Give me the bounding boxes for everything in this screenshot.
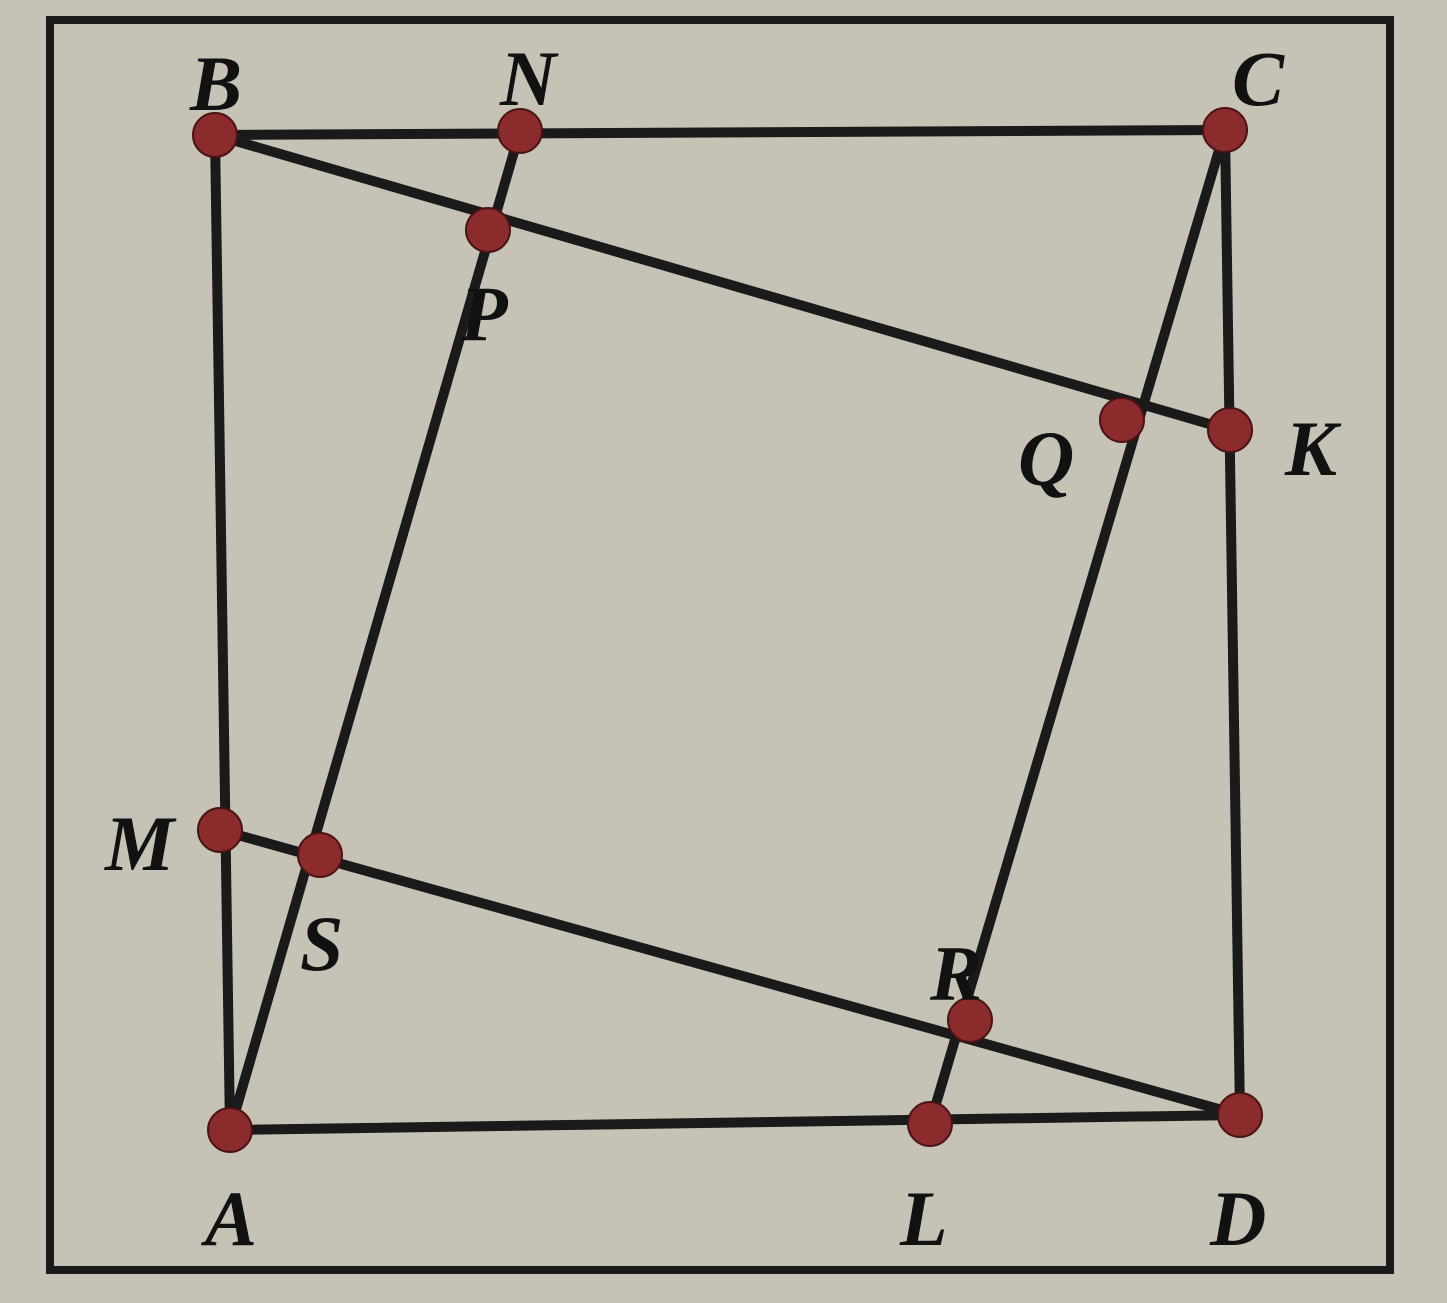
label-M: M [103, 800, 177, 887]
geometry-diagram: A B C D N K L M P Q R S [0, 0, 1447, 1303]
point-P [466, 208, 510, 252]
point-A [208, 1108, 252, 1152]
point-K [1208, 408, 1252, 452]
label-R: R [929, 930, 982, 1017]
edge-B-K [215, 135, 1230, 430]
edge-D-A [230, 1115, 1240, 1130]
label-Q: Q [1018, 415, 1074, 502]
outer-frame [50, 20, 1390, 1270]
label-N: N [499, 35, 559, 122]
point-M [198, 808, 242, 852]
edge-C-D [1225, 130, 1240, 1115]
point-D [1218, 1093, 1262, 1137]
label-A: A [200, 1175, 257, 1262]
diagram-container: A B C D N K L M P Q R S [0, 0, 1447, 1303]
edge-D-M [220, 830, 1240, 1115]
label-L: L [899, 1175, 948, 1262]
point-Q [1100, 398, 1144, 442]
point-L [908, 1102, 952, 1146]
label-D: D [1209, 1175, 1266, 1262]
label-B: B [189, 40, 242, 127]
point-S [298, 833, 342, 877]
label-P: P [459, 270, 509, 357]
label-C: C [1232, 35, 1285, 122]
label-S: S [300, 900, 343, 987]
edge-B-C [215, 130, 1225, 135]
label-K: K [1284, 405, 1342, 492]
edge-A-B [215, 135, 230, 1130]
